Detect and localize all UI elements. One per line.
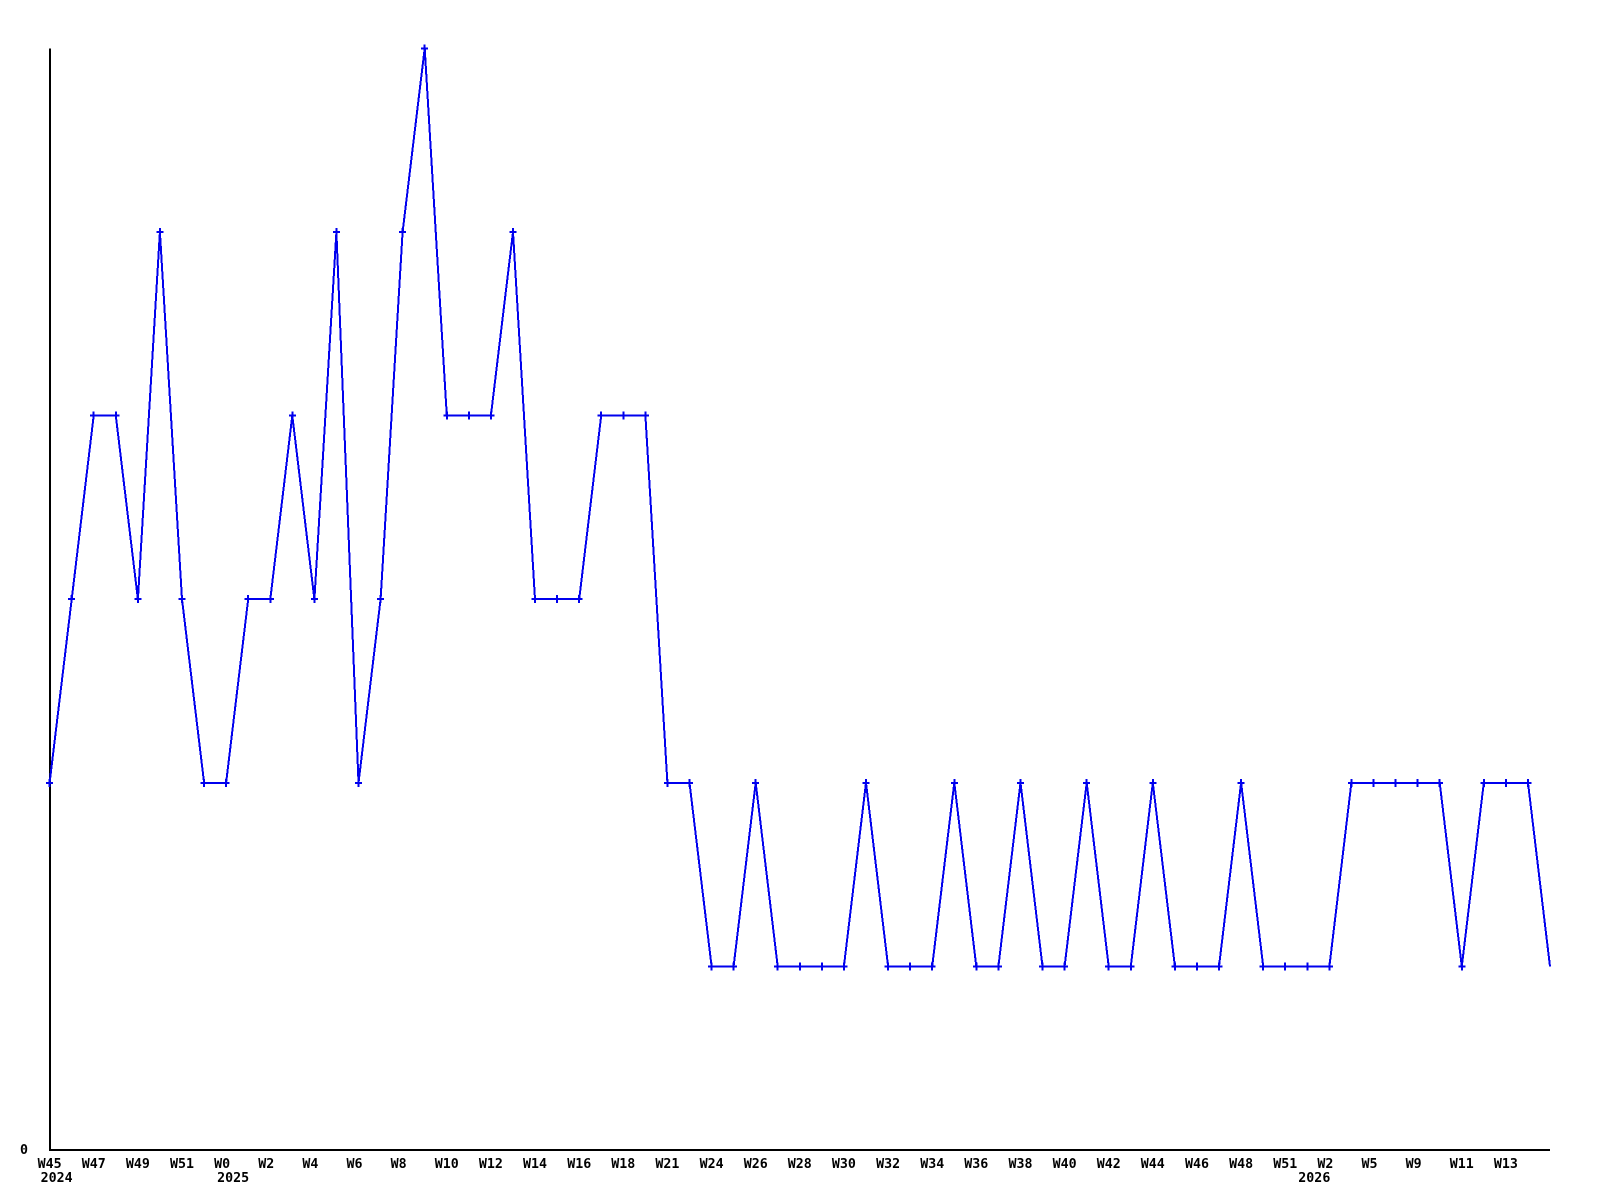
x-tick-label: W49 (126, 1157, 150, 1172)
x-tick-label: W24 (700, 1157, 724, 1172)
year-label: 2024 (41, 1171, 73, 1186)
x-tick-label: W51 (1273, 1157, 1297, 1172)
x-tick-label: W30 (832, 1157, 856, 1172)
x-tick-label: W13 (1494, 1157, 1518, 1172)
x-tick-label: W44 (1141, 1157, 1165, 1172)
x-tick-label: W40 (1053, 1157, 1077, 1172)
x-tick-label: W8 (391, 1157, 407, 1172)
x-axis-year-labels: 2024 2025 2026 (41, 1171, 1331, 1186)
year-label: 2025 (217, 1171, 249, 1186)
x-tick-label: W46 (1185, 1157, 1209, 1172)
x-tick-label: W5 (1362, 1157, 1378, 1172)
x-axis-tick-labels: W45 W47 W49 W51 W0 W2 W4 W6 W8 W10 W12 W14 W16 W18 W21… (38, 1157, 1518, 1172)
x-tick-label: W48 (1229, 1157, 1253, 1172)
x-tick-label: W26 (744, 1157, 768, 1172)
x-tick-label: W34 (920, 1157, 944, 1172)
x-tick-label: W51 (170, 1157, 194, 1172)
x-tick-label: W18 (611, 1157, 635, 1172)
x-tick-label: W21 (655, 1157, 679, 1172)
x-tick-label: W10 (435, 1157, 459, 1172)
x-tick-label: W9 (1406, 1157, 1422, 1172)
x-tick-label: W2 (1317, 1157, 1333, 1172)
x-tick-label: W47 (82, 1157, 106, 1172)
x-tick-label: W32 (876, 1157, 900, 1172)
x-tick-label: W28 (788, 1157, 812, 1172)
y-axis-tick-labels: 0 (20, 1143, 28, 1158)
y-tick-label: 0 (20, 1143, 28, 1158)
x-tick-label: W6 (347, 1157, 363, 1172)
x-tick-label: W4 (302, 1157, 318, 1172)
year-label: 2026 (1298, 1171, 1330, 1186)
axes (49, 48, 1550, 1151)
x-tick-label: W45 (38, 1157, 62, 1172)
x-tick-label: W42 (1097, 1157, 1121, 1172)
x-tick-label: W12 (479, 1157, 503, 1172)
x-tick-label: W2 (258, 1157, 274, 1172)
x-tick-label: W38 (1009, 1157, 1033, 1172)
x-tick-label: W0 (214, 1157, 230, 1172)
x-tick-label: W36 (964, 1157, 988, 1172)
x-tick-label: W11 (1450, 1157, 1474, 1172)
x-tick-label: W16 (567, 1157, 591, 1172)
x-tick-label: W14 (523, 1157, 547, 1172)
data-point-markers (46, 44, 1532, 971)
